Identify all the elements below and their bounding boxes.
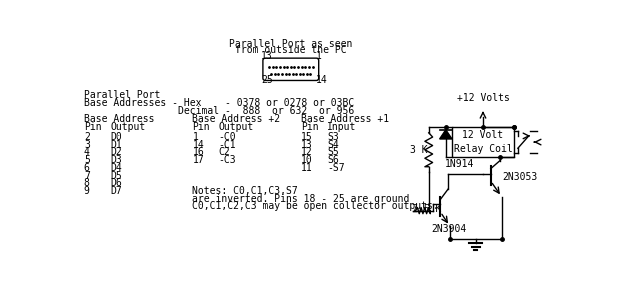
Text: Pin: Pin [301, 122, 319, 132]
Text: Pin: Pin [84, 122, 102, 132]
Text: 14: 14 [316, 75, 327, 85]
Text: 1N914: 1N914 [445, 159, 474, 169]
Text: Base Address: Base Address [84, 114, 154, 124]
FancyBboxPatch shape [263, 58, 319, 81]
Text: 7.5 K: 7.5 K [412, 204, 441, 214]
Text: 14: 14 [193, 140, 204, 150]
Text: 25: 25 [261, 75, 273, 85]
Text: -C0: -C0 [219, 132, 236, 142]
Text: 4: 4 [84, 147, 90, 157]
Text: S5: S5 [327, 147, 339, 157]
Text: 15: 15 [301, 132, 312, 142]
Text: 3 K: 3 K [410, 145, 428, 155]
Text: 2: 2 [84, 132, 90, 142]
Text: are inverted. Pins 18 - 25 are ground: are inverted. Pins 18 - 25 are ground [193, 194, 410, 204]
Text: 13: 13 [261, 51, 273, 61]
Text: 12: 12 [301, 147, 312, 157]
Text: Base Addresses - Hex    - 0378 or 0278 or 03BC: Base Addresses - Hex - 0378 or 0278 or 0… [84, 98, 354, 108]
Text: Pin: Pin [193, 122, 210, 132]
Text: 1: 1 [316, 51, 321, 61]
Text: D0: D0 [110, 132, 122, 142]
Text: 6: 6 [84, 163, 90, 173]
Text: Output: Output [110, 122, 145, 132]
Text: Input: Input [327, 122, 356, 132]
Text: D5: D5 [110, 171, 122, 180]
Text: S4: S4 [327, 140, 339, 150]
Text: 10: 10 [301, 155, 312, 165]
Text: 1: 1 [193, 132, 198, 142]
Text: C0,C1,C2,C3 may be open collector outputs.: C0,C1,C2,C3 may be open collector output… [193, 201, 439, 211]
Text: Parallel Port: Parallel Port [84, 91, 160, 100]
Text: D4: D4 [110, 163, 122, 173]
Text: -C3: -C3 [219, 155, 236, 165]
Text: C2: C2 [219, 147, 230, 157]
Text: Base Address +1: Base Address +1 [301, 114, 389, 124]
Text: Base Address +2: Base Address +2 [193, 114, 280, 124]
Text: from outside the PC: from outside the PC [235, 45, 347, 55]
Text: D3: D3 [110, 155, 122, 165]
Polygon shape [440, 130, 452, 139]
Text: 16: 16 [193, 147, 204, 157]
Text: 12 Volt
Relay Coil: 12 Volt Relay Coil [454, 131, 513, 154]
Text: -C1: -C1 [219, 140, 236, 150]
Text: 2N3053: 2N3053 [502, 173, 538, 182]
Text: D1: D1 [110, 140, 122, 150]
Text: D6: D6 [110, 178, 122, 188]
Text: D7: D7 [110, 186, 122, 196]
Text: 3: 3 [84, 140, 90, 150]
Text: Decimal -  888  or 632  or 956: Decimal - 888 or 632 or 956 [84, 106, 354, 116]
Text: 2N3904: 2N3904 [431, 225, 467, 234]
Text: 5: 5 [84, 155, 90, 165]
Text: 8: 8 [84, 178, 90, 188]
Text: Output: Output [219, 122, 254, 132]
Text: Notes: C0,C1,C3,S7: Notes: C0,C1,C3,S7 [193, 186, 298, 196]
Text: +12 Volts: +12 Volts [456, 93, 509, 103]
Text: S3: S3 [327, 132, 339, 142]
Bar [452, 127, 514, 157]
Text: 7: 7 [84, 171, 90, 180]
Text: -S7: -S7 [327, 163, 345, 173]
Text: Parallel Port as seen: Parallel Port as seen [229, 39, 353, 49]
Text: 9: 9 [84, 186, 90, 196]
Text: 11: 11 [301, 163, 312, 173]
Text: 13: 13 [301, 140, 312, 150]
Text: 17: 17 [193, 155, 204, 165]
Text: S6: S6 [327, 155, 339, 165]
Text: D2: D2 [110, 147, 122, 157]
